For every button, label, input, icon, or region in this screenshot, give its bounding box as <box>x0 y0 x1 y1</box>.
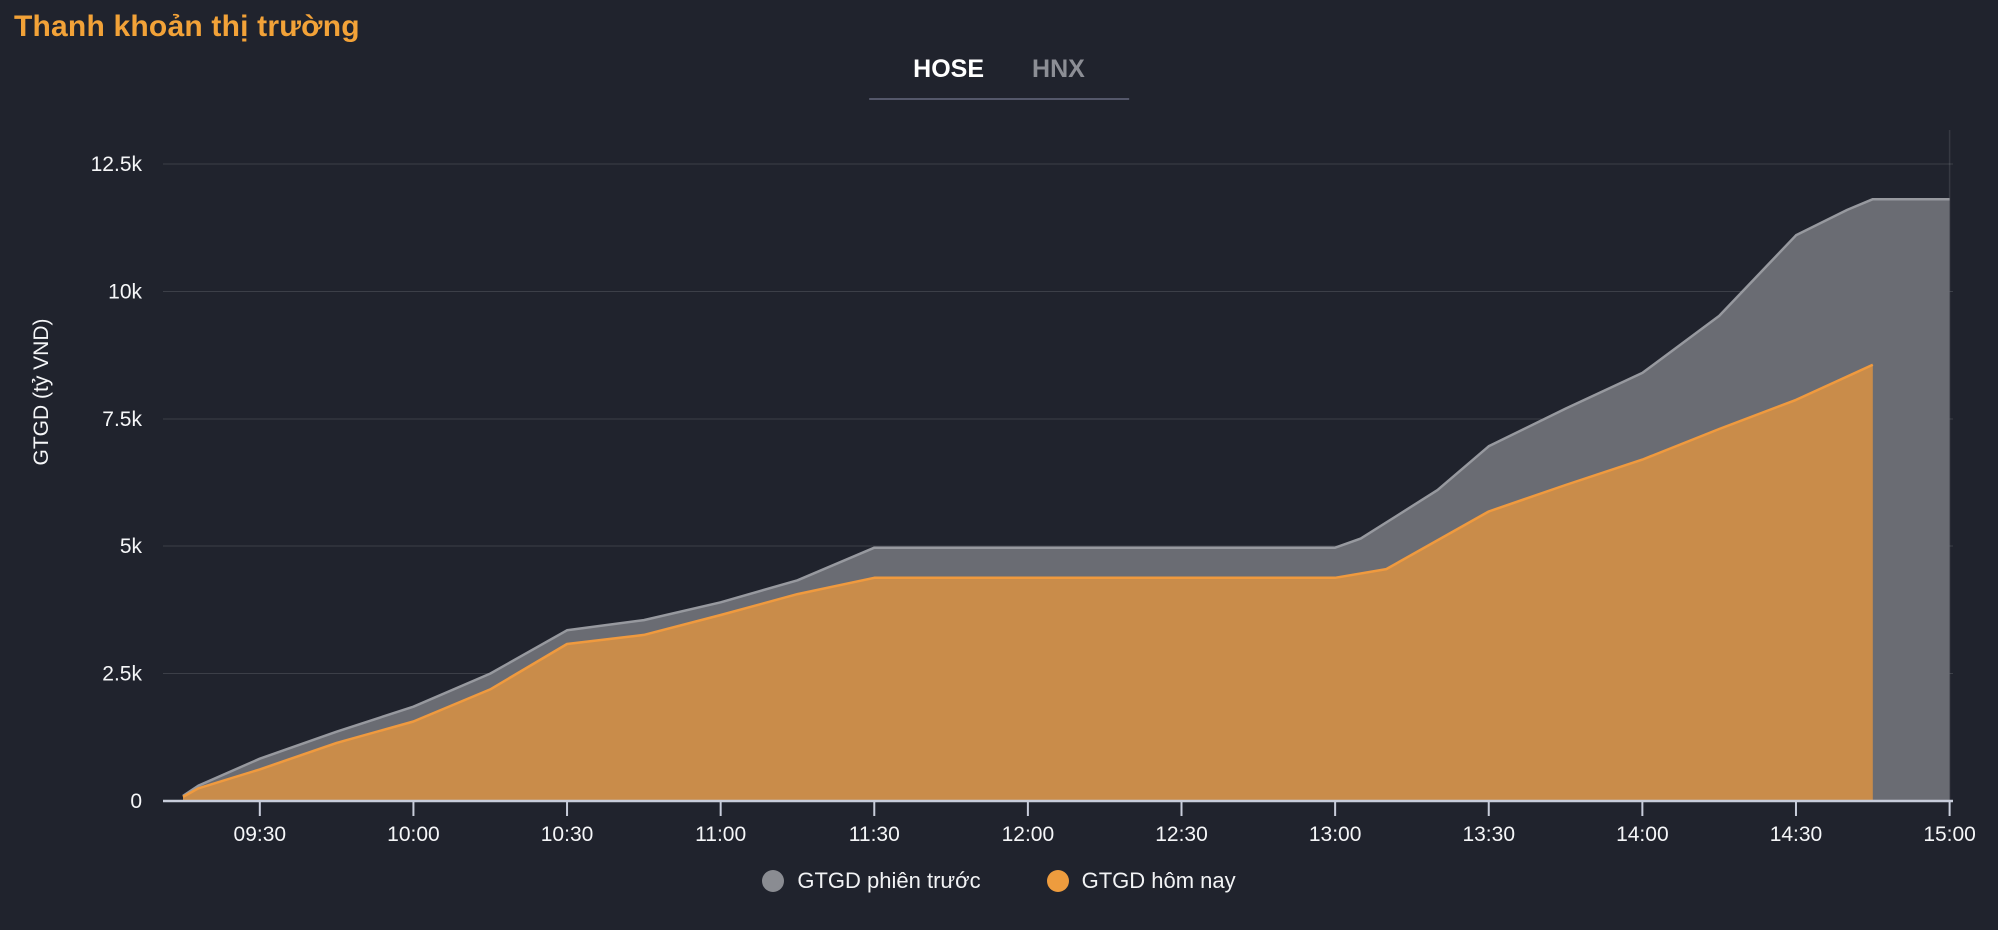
y-tick-label: 12.5k <box>91 153 143 176</box>
y-tick-label: 0 <box>130 790 142 813</box>
y-tick-label: 10k <box>108 280 142 303</box>
liquidity-chart: 09:30 10:00 10:30 11:00 11:30 12:00 12:30 13:00… <box>0 0 1998 860</box>
x-tick-label: 11:30 <box>849 823 900 846</box>
y-tick-label: 2.5k <box>102 663 142 686</box>
y-tick-label: 5k <box>120 535 143 558</box>
today-area-line <box>182 363 1874 798</box>
x-tick-label: 13:00 <box>1309 823 1362 846</box>
tab-hnx[interactable]: HNX <box>1032 55 1085 83</box>
chart-legend: GTGD phiên trước GTGD hôm nay <box>0 868 1998 894</box>
x-tick-label: 14:00 <box>1616 823 1669 846</box>
tab-hose[interactable]: HOSE <box>913 55 985 83</box>
x-tick-label: 10:00 <box>387 823 440 846</box>
x-tick-label: 11:00 <box>695 823 746 846</box>
prev-session-area-line <box>182 197 1950 797</box>
prev-session-dot-icon <box>762 870 785 892</box>
legend-item-prev-session[interactable]: GTGD phiên trước <box>762 868 981 894</box>
widget-title: Thanh khoản thị trường <box>14 10 360 43</box>
today-area <box>183 364 1873 801</box>
x-tick-label: 12:00 <box>1002 823 1055 846</box>
y-tick-label: 7.5k <box>102 408 142 431</box>
exchange-tabs: HOSE HNX <box>869 57 1129 100</box>
x-tick-label: 12:30 <box>1155 823 1208 846</box>
legend-label-today: GTGD hôm nay <box>1081 868 1236 893</box>
today-dot-icon <box>1046 870 1069 892</box>
chart-canvas[interactable]: 09:30 10:00 10:30 11:00 11:30 12:00 12:30 13:00… <box>0 0 1998 860</box>
x-tick-label: 15:00 <box>1923 823 1976 846</box>
legend-item-today[interactable]: GTGD hôm nay <box>1046 868 1236 894</box>
y-axis-title: GTGD (tỷ VND) <box>30 319 53 466</box>
x-tick-label: 14:30 <box>1770 823 1823 846</box>
legend-label-prev-session: GTGD phiên trước <box>797 868 981 893</box>
x-tick-label: 13:30 <box>1462 823 1515 846</box>
x-tick-label: 10:30 <box>541 823 594 846</box>
x-tick-label: 09:30 <box>234 823 287 846</box>
